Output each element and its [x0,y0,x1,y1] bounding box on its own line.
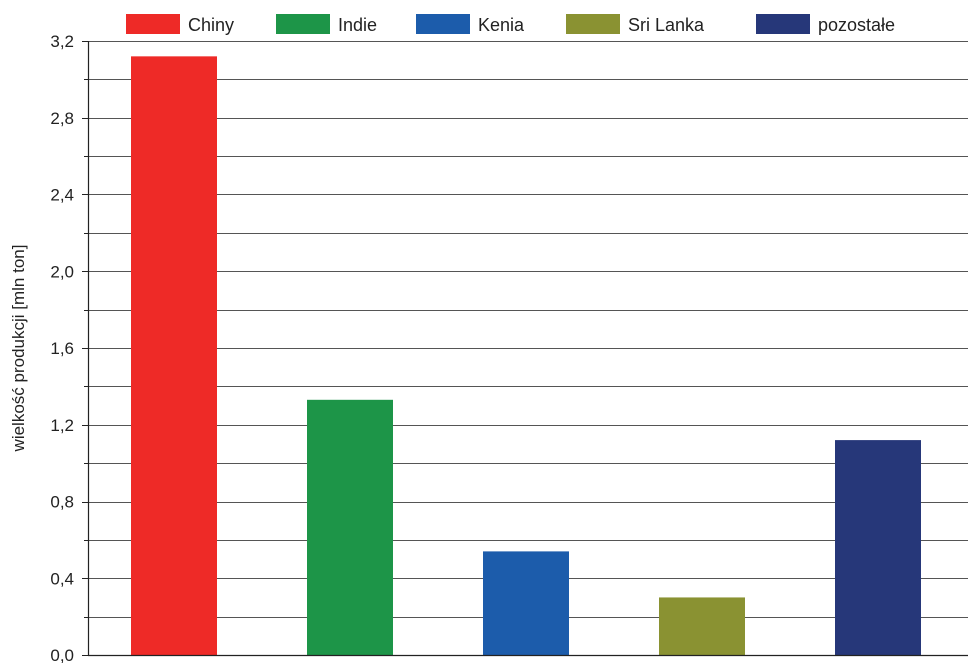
grid-lines [88,41,968,618]
y-tick-label: 1,6 [50,339,74,358]
legend-label: Chiny [188,15,234,35]
y-axis: 0,0 0,4 0,8 1,2 1,6 2,0 2,4 2,8 3,2 [50,32,968,663]
bar-indie [307,399,393,655]
legend-item-kenia: Kenia [416,14,525,35]
y-tick-label: 1,2 [50,416,74,435]
y-tick-label: 2,8 [50,109,74,128]
legend-swatch [126,14,180,34]
legend-label: Indie [338,15,377,35]
legend-item-sri-lanka: Sri Lanka [566,14,705,35]
bar-kenia [483,551,569,655]
bar-chiny [131,56,217,656]
legend-swatch [276,14,330,34]
bar-sri-lanka [659,597,745,655]
legend-item-chiny: Chiny [126,14,234,35]
y-axis-label: wielkość produkcji [mln ton] [9,245,28,453]
legend-swatch [756,14,810,34]
y-tick-label: 2,0 [50,262,74,281]
legend-item-pozostałe: pozostałe [756,14,895,35]
legend-swatch [416,14,470,34]
y-tick-label: 0,0 [50,646,74,663]
legend-label: Sri Lanka [628,15,705,35]
legend: Chiny Indie Kenia Sri Lanka pozostałe [126,14,895,35]
y-tick-label: 0,8 [50,493,74,512]
legend-swatch [566,14,620,34]
y-tick-label: 3,2 [50,32,74,51]
y-tick-label: 2,4 [50,186,74,205]
y-tick-label: 0,4 [50,569,74,588]
legend-label: pozostałe [818,15,895,35]
bars [131,56,921,656]
legend-item-indie: Indie [276,14,377,35]
bar-pozostałe [835,440,921,655]
legend-label: Kenia [478,15,525,35]
